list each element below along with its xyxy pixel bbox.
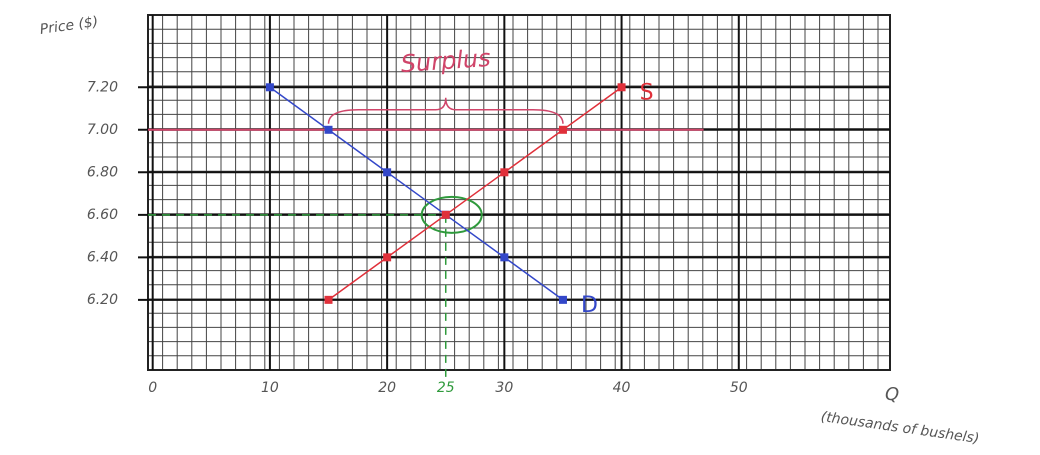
data-point	[500, 168, 509, 177]
data-point	[324, 125, 333, 134]
series-label: S	[640, 80, 654, 105]
data-point	[383, 253, 392, 262]
data-point	[383, 168, 392, 177]
data-point	[324, 295, 333, 304]
x-tick-label: 0	[148, 380, 157, 396]
data-point	[500, 253, 509, 262]
x-tick-label: 10	[261, 380, 279, 396]
series-label: D	[581, 293, 598, 318]
y-tick-label: 7.20	[87, 79, 118, 95]
data-point	[265, 83, 274, 92]
data-point	[558, 125, 567, 134]
x-tick-label: 40	[613, 380, 631, 396]
x-tick-label: 30	[495, 380, 513, 396]
data-point	[617, 83, 626, 92]
equilibrium-circle	[420, 195, 483, 234]
y-tick-label: 7.00	[87, 122, 118, 138]
plot-frame	[147, 14, 891, 371]
series-line	[328, 86, 623, 301]
equilibrium-q-label: 25	[437, 380, 455, 396]
y-tick-label: 6.80	[87, 164, 118, 180]
surplus-label: Surplus	[400, 44, 492, 78]
x-tick-label: 20	[378, 380, 396, 396]
y-tick-label: 6.20	[87, 292, 118, 308]
x-axis-label: Q	[885, 384, 899, 405]
y-tick-label: 6.40	[87, 249, 118, 265]
data-point	[558, 295, 567, 304]
y-axis-label: Price ($)	[39, 14, 99, 38]
series-line	[269, 86, 564, 301]
data-point	[441, 210, 450, 219]
x-tick-label: 50	[730, 380, 748, 396]
y-tick-label: 6.60	[87, 207, 118, 223]
x-axis-sublabel: (thousands of bushels)	[820, 409, 980, 447]
